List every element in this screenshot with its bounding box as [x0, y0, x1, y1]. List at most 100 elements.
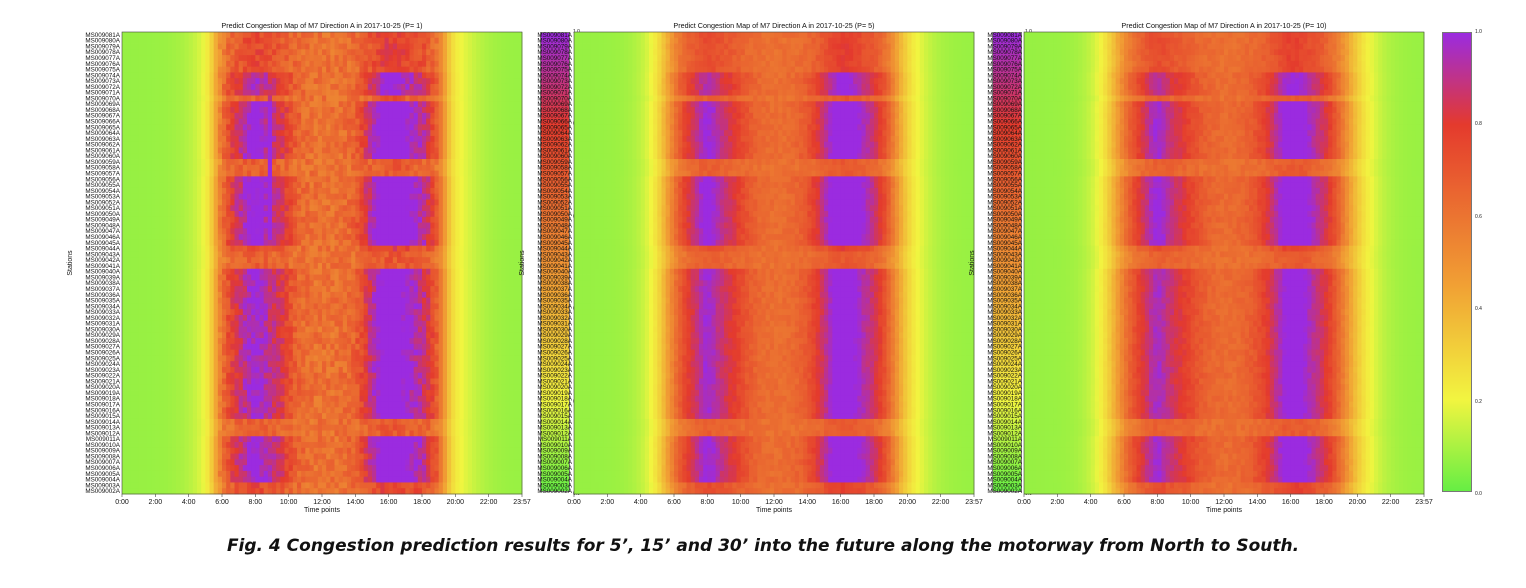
heatmap-cell	[130, 89, 135, 96]
heatmap-cell	[242, 164, 248, 172]
heatmap-cell	[317, 257, 323, 264]
heatmap-cell	[509, 153, 515, 160]
heatmap-cell	[242, 83, 248, 91]
heatmap-cell	[380, 153, 385, 160]
heatmap-cell	[501, 95, 506, 102]
heatmap-cell	[472, 49, 477, 56]
heatmap-cell	[355, 95, 360, 102]
heatmap-cell	[413, 199, 419, 206]
heatmap-cell	[422, 112, 427, 120]
heatmap-cell	[288, 43, 294, 50]
heatmap-cell	[126, 43, 131, 50]
heatmap-cell	[259, 159, 265, 166]
heatmap-cell	[217, 280, 223, 287]
heatmap-cell	[501, 263, 506, 270]
heatmap-cell	[122, 159, 127, 166]
heatmap-cell	[513, 78, 519, 85]
heatmap-cell	[442, 211, 448, 218]
heatmap-cell	[367, 43, 373, 50]
heatmap-cell	[505, 55, 510, 62]
heatmap-cell	[397, 326, 402, 333]
heatmap-cell	[280, 193, 285, 200]
heatmap-cell	[234, 112, 240, 120]
heatmap-cell	[167, 222, 173, 229]
heatmap-cell	[463, 72, 469, 79]
heatmap-cell	[230, 164, 235, 172]
heatmap-cell	[467, 216, 473, 223]
heatmap-cell	[413, 153, 419, 160]
heatmap-cell	[276, 124, 281, 131]
heatmap-cell	[226, 268, 231, 275]
heatmap-cell	[513, 107, 519, 114]
heatmap-cell	[326, 49, 331, 56]
heatmap-cell	[242, 141, 248, 148]
heatmap-cell	[472, 280, 477, 287]
heatmap-cell	[276, 314, 281, 322]
heatmap-cell	[430, 280, 435, 287]
heatmap-cell	[151, 95, 156, 102]
heatmap-cell	[438, 43, 444, 50]
heatmap-cell	[509, 257, 515, 264]
heatmap-cell	[205, 193, 210, 200]
heatmap-cell	[430, 32, 435, 39]
heatmap-cell	[188, 153, 194, 160]
heatmap-cell	[159, 32, 165, 39]
heatmap-cell	[326, 234, 331, 241]
heatmap-cell	[313, 72, 319, 79]
heatmap-cell	[280, 49, 285, 56]
heatmap-cell	[163, 66, 169, 73]
heatmap-cell	[222, 268, 227, 275]
heatmap-cell	[417, 107, 423, 114]
heatmap-cell	[213, 274, 219, 281]
heatmap-cell	[459, 130, 465, 137]
heatmap-cell	[167, 147, 173, 154]
heatmap-cell	[355, 72, 360, 79]
heatmap-cell	[184, 66, 190, 73]
heatmap-cell	[305, 118, 310, 125]
heatmap-cell	[392, 182, 398, 189]
heatmap-cell	[213, 147, 219, 154]
heatmap-cell	[388, 297, 394, 304]
heatmap-cell	[384, 43, 390, 50]
heatmap-cell	[447, 228, 452, 235]
heatmap-cell	[438, 187, 444, 195]
heatmap-cell	[463, 83, 469, 91]
heatmap-cell	[322, 280, 327, 287]
heatmap-cell	[301, 170, 306, 177]
heatmap-cell	[422, 257, 427, 264]
heatmap-cell	[142, 159, 148, 166]
heatmap-cell	[434, 107, 440, 114]
heatmap-cell	[509, 297, 515, 304]
heatmap-cell	[488, 60, 494, 68]
heatmap-cell	[513, 274, 519, 281]
heatmap-cell	[447, 216, 452, 223]
heatmap-cell	[447, 176, 452, 183]
heatmap-cell	[284, 263, 290, 270]
heatmap-cell	[309, 107, 315, 114]
heatmap-cell	[184, 135, 190, 143]
heatmap-cell	[259, 211, 265, 218]
heatmap-cell	[251, 78, 256, 85]
heatmap-cell	[184, 251, 190, 258]
heatmap-cell	[330, 187, 335, 195]
heatmap-cell	[501, 72, 506, 79]
heatmap-cell	[401, 211, 406, 218]
heatmap-cell	[167, 159, 173, 166]
heatmap-cell	[342, 234, 348, 241]
heatmap-cell	[347, 257, 352, 264]
heatmap-cell	[401, 37, 406, 44]
heatmap-cell	[488, 234, 494, 241]
heatmap-cell	[488, 112, 494, 120]
heatmap-cell	[172, 147, 177, 154]
heatmap-cell	[442, 159, 448, 166]
heatmap-cell	[192, 124, 198, 131]
heatmap-cell	[388, 164, 394, 172]
heatmap-cell	[488, 216, 494, 223]
heatmap-cell	[155, 89, 160, 96]
heatmap-cell	[480, 164, 485, 172]
heatmap-cell	[372, 286, 377, 293]
heatmap-cell	[405, 297, 410, 304]
heatmap-cell	[480, 101, 485, 108]
heatmap-cell	[363, 170, 369, 177]
heatmap-cell	[309, 234, 315, 241]
